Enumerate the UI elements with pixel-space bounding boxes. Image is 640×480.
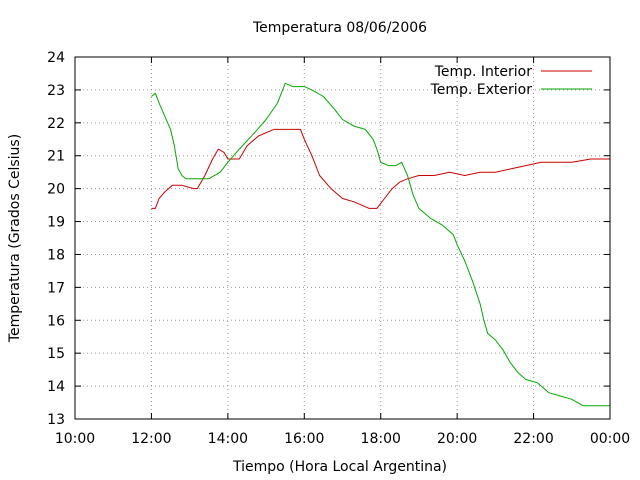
legend-label-interior: Temp. Interior [434, 64, 533, 80]
y-tick-label: 20 [47, 182, 65, 198]
x-tick-label: 16:00 [284, 431, 324, 447]
grid-lines [75, 57, 610, 419]
y-tick-label: 14 [47, 379, 65, 395]
chart-title: Temperatura 08/06/2006 [252, 20, 427, 36]
plot-frame [74, 56, 611, 420]
x-tick-label: 10:00 [55, 431, 95, 447]
series-lines [151, 82, 610, 407]
y-tick-label: 18 [47, 247, 65, 263]
x-axis-label: Tiempo (Hora Local Argentina) [232, 459, 447, 475]
x-tick-label: 18:00 [361, 431, 401, 447]
y-axis-label: Temperatura (Grados Celsius) [7, 134, 23, 343]
x-tick-label: 12:00 [131, 431, 171, 447]
legend: Temp. Interior Temp. Exterior [430, 64, 592, 98]
y-tick-label: 22 [47, 116, 65, 132]
y-tick-label: 15 [47, 346, 65, 362]
y-tick-label: 21 [47, 149, 65, 165]
y-tick-label: 24 [47, 50, 65, 66]
y-tick-label: 19 [47, 215, 65, 231]
y-tick-label: 23 [47, 83, 65, 99]
axis-ticks: 10:00 12:00 14:00 16:00 18:00 20:00 22:00 00:00… [47, 50, 630, 447]
y-tick-label: 17 [47, 280, 65, 296]
series-line-interior [151, 128, 610, 209]
x-tick-label: 14:00 [208, 431, 248, 447]
y-tick-label: 16 [47, 313, 65, 329]
x-tick-label: 00:00 [590, 431, 630, 447]
x-tick-label: 22:00 [513, 431, 553, 447]
legend-label-exterior: Temp. Exterior [430, 82, 533, 98]
series-line-exterior [151, 82, 610, 407]
x-tick-label: 20:00 [437, 431, 477, 447]
y-tick-label: 13 [47, 412, 65, 428]
